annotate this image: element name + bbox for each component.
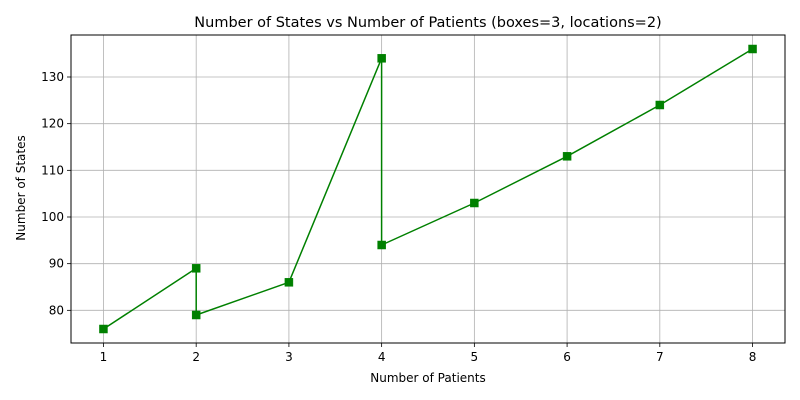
x-tick-label: 3 [285, 350, 293, 364]
y-tick-label: 80 [49, 303, 64, 317]
axes-ticks: 1 2 3 4 5 6 7 8 80 90 100 110 120 130 [41, 70, 756, 364]
y-tick-label: 90 [49, 257, 64, 271]
x-tick-label: 4 [378, 350, 386, 364]
data-point [470, 198, 479, 208]
x-tick-label: 8 [749, 350, 757, 364]
data-point [562, 152, 572, 161]
x-tick-label: 2 [192, 350, 200, 364]
data-point [748, 44, 757, 54]
data-point [377, 54, 386, 63]
x-tick-label: 5 [471, 350, 479, 364]
data-point [191, 264, 201, 273]
y-axis-label: Number of States [14, 135, 28, 240]
x-tick-label: 6 [563, 350, 571, 364]
x-tick-label: 1 [100, 350, 108, 364]
series-line [103, 48, 753, 330]
series-layer [99, 44, 757, 334]
y-tick-label: 100 [41, 210, 64, 224]
y-tick-label: 120 [41, 117, 64, 131]
x-tick-label: 7 [656, 350, 664, 364]
data-point [655, 100, 665, 110]
y-tick-label: 110 [41, 163, 64, 177]
data-point [99, 324, 108, 334]
grid [71, 35, 785, 343]
x-axis-label: Number of Patients [370, 371, 485, 385]
chart-title: Number of States vs Number of Patients (… [194, 15, 661, 31]
data-point [377, 240, 386, 250]
data-point [284, 278, 294, 287]
plot-frame [70, 34, 786, 344]
data-point [191, 310, 201, 320]
y-tick-label: 130 [41, 70, 64, 84]
